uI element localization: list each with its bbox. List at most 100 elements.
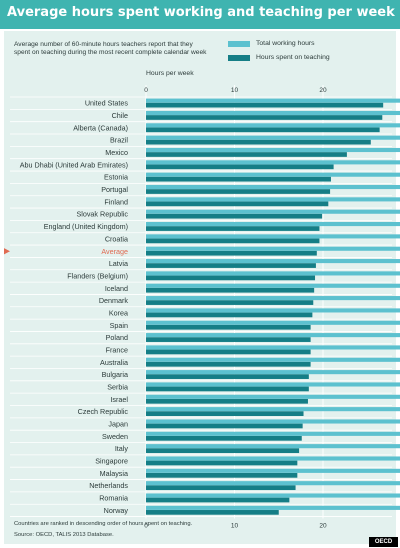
bar-teaching-hours — [146, 510, 279, 515]
category-label: Sweden — [102, 432, 128, 441]
footnote: Countries are ranked in descending order… — [14, 521, 193, 527]
bar-total-hours — [146, 357, 400, 362]
category-label: Denmark — [99, 296, 129, 305]
category-label: Alberta (Canada) — [73, 123, 128, 132]
bar-total-hours — [146, 234, 400, 239]
bar-teaching-hours — [146, 201, 329, 207]
bar-teaching-hours — [146, 189, 331, 194]
bar-teaching-hours — [146, 250, 317, 256]
category-label: Malaysia — [100, 469, 128, 478]
legend-swatch-teaching — [228, 55, 250, 61]
bar-total-hours — [146, 110, 400, 116]
bar-teaching-hours — [146, 238, 320, 244]
bar-total-hours — [146, 505, 400, 510]
category-label: England (United Kingdom) — [44, 222, 128, 231]
bar-teaching-hours — [146, 361, 311, 367]
bar-total-hours — [146, 259, 400, 264]
tick-label-bottom: 10 — [231, 523, 239, 530]
category-label: Australia — [100, 358, 128, 367]
bar-total-hours — [146, 98, 400, 103]
bar-teaching-hours — [146, 337, 311, 342]
category-label: United States — [85, 99, 129, 108]
bar-total-hours — [146, 394, 400, 399]
category-label: Estonia — [104, 173, 128, 182]
bar-teaching-hours — [146, 349, 311, 355]
category-label: Netherlands — [89, 481, 128, 490]
bar-total-hours — [146, 160, 400, 165]
bar-teaching-hours — [146, 411, 304, 416]
tick-label-top: 20 — [319, 87, 327, 94]
bar-teaching-hours — [146, 213, 323, 219]
bar-teaching-hours — [146, 497, 290, 503]
bar-teaching-hours — [146, 374, 309, 379]
tick-label-bottom: 0 — [144, 523, 148, 530]
bar-total-hours — [146, 444, 400, 449]
bar-total-hours — [146, 370, 400, 375]
category-label: Slovak Republic — [76, 210, 128, 219]
category-label: Chile — [112, 111, 128, 120]
category-label: Latvia — [109, 259, 128, 268]
page-title: Average hours spent working and teaching… — [7, 5, 395, 20]
category-label: Czech Republic — [78, 407, 129, 416]
bar-total-hours — [146, 456, 400, 461]
legend-label-teaching: Hours spent on teaching — [256, 54, 330, 61]
bar-total-hours — [146, 419, 400, 424]
bar-teaching-hours — [146, 263, 316, 268]
bar-teaching-hours — [146, 485, 296, 491]
category-label: Israel — [110, 395, 128, 404]
category-label: Flanders (Belgium) — [67, 271, 128, 280]
bar-total-hours — [146, 382, 400, 387]
bar-teaching-hours — [146, 139, 371, 145]
category-label: Average — [101, 247, 128, 256]
category-label: Finland — [104, 197, 128, 206]
bar-teaching-hours — [146, 423, 303, 429]
category-label: Italy — [115, 444, 129, 453]
bar-teaching-hours — [146, 176, 331, 182]
tick-label-bottom: 20 — [319, 523, 327, 530]
oecd-logo: OECD — [369, 537, 398, 547]
category-label: Brazil — [110, 136, 128, 145]
category-label: Spain — [110, 321, 128, 330]
bar-total-hours — [146, 481, 400, 486]
category-label: Portugal — [101, 185, 128, 194]
bar-total-hours — [146, 135, 400, 140]
bar-total-hours — [146, 271, 400, 276]
bar-teaching-hours — [146, 226, 320, 231]
bar-teaching-hours — [146, 473, 298, 478]
bar-total-hours — [146, 209, 400, 214]
category-label: Japan — [108, 420, 128, 429]
bar-teaching-hours — [146, 312, 313, 318]
bar-teaching-hours — [146, 164, 334, 170]
bar-total-hours — [146, 407, 400, 412]
chart-subtitle: Average number of 60-minute hours teache… — [14, 41, 207, 57]
bar-teaching-hours — [146, 386, 309, 392]
bar-teaching-hours — [146, 287, 315, 293]
category-label: Iceland — [105, 284, 128, 293]
bar-teaching-hours — [146, 127, 380, 133]
bar-teaching-hours — [146, 115, 383, 120]
category-label: Serbia — [107, 382, 128, 391]
bar-teaching-hours — [146, 435, 302, 441]
source-note: Source: OECD, TALIS 2013 Database. — [14, 532, 114, 538]
bar-total-hours — [146, 172, 400, 177]
legend-swatch-total — [228, 41, 250, 47]
bar-total-hours — [146, 283, 400, 288]
bar-total-hours — [146, 222, 400, 227]
bar-total-hours — [146, 493, 400, 498]
bar-total-hours — [146, 184, 400, 190]
bar-total-hours — [146, 468, 400, 473]
bar-total-hours — [146, 308, 400, 313]
category-label: Mexico — [105, 148, 128, 157]
bar-total-hours — [146, 197, 400, 202]
bar-total-hours — [146, 333, 400, 338]
bar-teaching-hours — [146, 448, 300, 454]
category-label: Singapore — [95, 457, 128, 466]
bar-total-hours — [146, 246, 400, 251]
category-label: Bulgaria — [102, 370, 128, 379]
bar-teaching-hours — [146, 152, 347, 157]
title-bar: Average hours spent working and teaching… — [0, 0, 400, 29]
bar-total-hours — [146, 320, 400, 325]
highlight-marker — [4, 248, 10, 255]
category-label: France — [106, 345, 128, 354]
